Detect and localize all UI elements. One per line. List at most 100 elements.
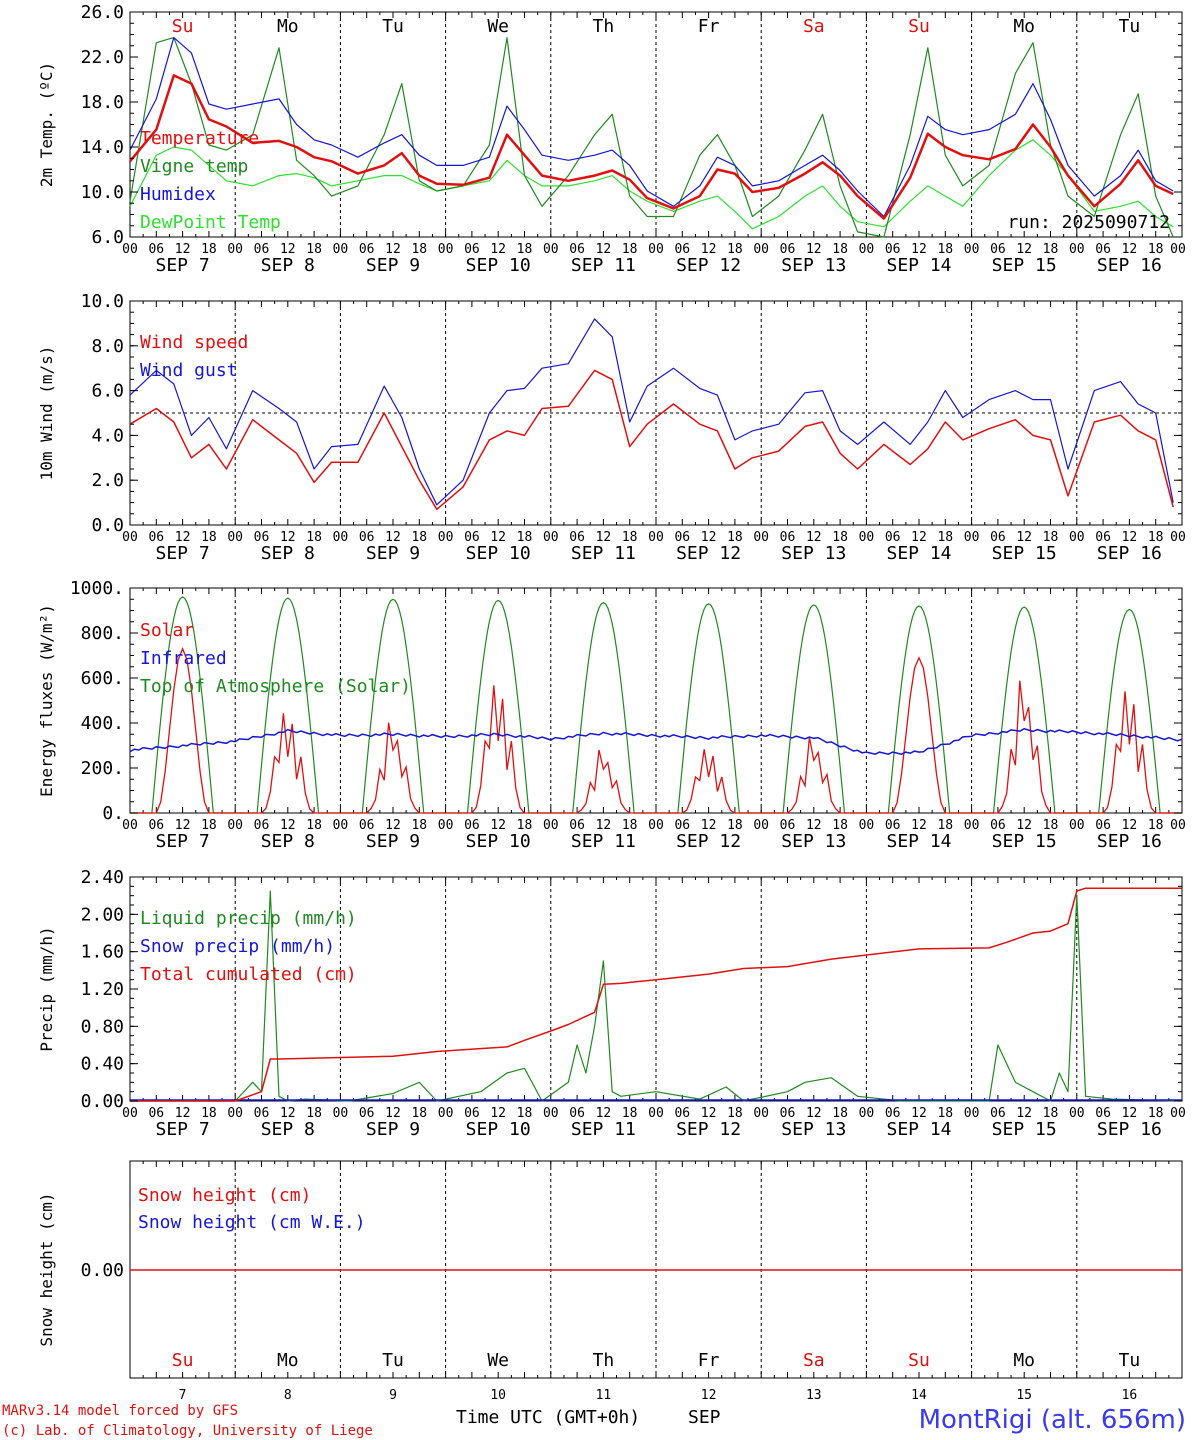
precip-hour-label: 12 bbox=[806, 1106, 822, 1121]
energy-hour-label: 00 bbox=[227, 818, 243, 833]
precip-hour-label: 18 bbox=[832, 1106, 848, 1121]
wind-hour-label: 06 bbox=[464, 530, 480, 545]
precip-date-label: SEP 9 bbox=[366, 1119, 420, 1140]
wind-hour-label: 00 bbox=[859, 530, 875, 545]
temp-y-tick-label: 14.0 bbox=[81, 137, 124, 158]
temp-hour-label: 06 bbox=[990, 242, 1006, 257]
snow-y-axis-title: Snow height (cm) bbox=[37, 1192, 56, 1346]
run-label: run: 2025090712 bbox=[1007, 212, 1170, 233]
energy-hour-label: 18 bbox=[201, 818, 217, 833]
energy-hour-label: 18 bbox=[306, 818, 322, 833]
wind-y-tick-label: 0.0 bbox=[91, 515, 124, 536]
temp-hour-label: 12 bbox=[806, 242, 822, 257]
energy-hour-label: 18 bbox=[1043, 818, 1059, 833]
wind-y-tick-label: 6.0 bbox=[91, 381, 124, 402]
wind-hour-label: 12 bbox=[490, 530, 506, 545]
energy-hour-label: 06 bbox=[148, 818, 164, 833]
temp-date-label: SEP 16 bbox=[1097, 255, 1162, 276]
snow-dow-label: Fr bbox=[698, 1350, 720, 1371]
energy-legend-0: Solar bbox=[140, 620, 194, 641]
wind-hour-label: 00 bbox=[333, 530, 349, 545]
energy-hour-label: 00 bbox=[964, 818, 980, 833]
precip-date-label: SEP 14 bbox=[886, 1119, 951, 1140]
energy-hour-label: 00 bbox=[753, 818, 769, 833]
precip-y-tick-label: 0.80 bbox=[81, 1016, 124, 1037]
snow-dow-label: Su bbox=[172, 1350, 194, 1371]
snow-dow-label: We bbox=[487, 1350, 509, 1371]
precip-date-label: SEP 7 bbox=[156, 1119, 210, 1140]
precip-hour-label: 18 bbox=[622, 1106, 638, 1121]
precip-hour-label: 12 bbox=[911, 1106, 927, 1121]
precip-hour-label: 12 bbox=[490, 1106, 506, 1121]
temp-date-label: SEP 11 bbox=[571, 255, 636, 276]
energy-legend-2: Top of Atmosphere (Solar) bbox=[140, 676, 411, 697]
precip-date-label: SEP 16 bbox=[1097, 1119, 1162, 1140]
temp-hour-label: 06 bbox=[569, 242, 585, 257]
temp-hour-label: 12 bbox=[1016, 242, 1032, 257]
snow-day-number: 12 bbox=[701, 1388, 717, 1403]
precip-y-tick-label: 2.40 bbox=[81, 867, 124, 888]
energy-y-tick-label: 1000. bbox=[70, 578, 124, 599]
snow-dow-label: Mo bbox=[277, 1350, 299, 1371]
energy-hour-label: 00 bbox=[648, 818, 664, 833]
temp-dow-label: Tu bbox=[1119, 16, 1141, 37]
wind-date-label: SEP 8 bbox=[261, 543, 315, 564]
precip-hour-label: 06 bbox=[254, 1106, 270, 1121]
snow-day-number: 13 bbox=[806, 1388, 822, 1403]
energy-hour-label: 00 bbox=[543, 818, 559, 833]
precip-hour-label: 06 bbox=[1095, 1106, 1111, 1121]
precip-hour-label: 18 bbox=[1148, 1106, 1164, 1121]
legend-snow-height: Snow height (cm) bbox=[138, 1185, 311, 1206]
temp-hour-label: 00 bbox=[1069, 242, 1085, 257]
precip-hour-label: 00 bbox=[753, 1106, 769, 1121]
precip-hour-label: 00 bbox=[122, 1106, 138, 1121]
legend-snow-height-we: Snow height (cm W.E.) bbox=[138, 1212, 366, 1233]
energy-date-label: SEP 14 bbox=[886, 831, 951, 852]
wind-legend-1: Wind gust bbox=[140, 360, 238, 381]
precip-date-label: SEP 12 bbox=[676, 1119, 741, 1140]
precip-hour-label: 00 bbox=[333, 1106, 349, 1121]
snow-day-number: 15 bbox=[1016, 1388, 1032, 1403]
temp-date-label: SEP 13 bbox=[781, 255, 846, 276]
wind-hour-label: 18 bbox=[1043, 530, 1059, 545]
temp-dow-label: Mo bbox=[277, 16, 299, 37]
precip-hour-label: 00 bbox=[438, 1106, 454, 1121]
wind-date-label: SEP 12 bbox=[676, 543, 741, 564]
temp-dow-label: Su bbox=[172, 16, 194, 37]
wind-y-tick-label: 8.0 bbox=[91, 336, 124, 357]
precip-hour-label: 12 bbox=[280, 1106, 296, 1121]
energy-infrared-series bbox=[129, 727, 1183, 755]
temp-hour-label: 18 bbox=[411, 242, 427, 257]
wind-hour-label: 12 bbox=[806, 530, 822, 545]
precip-hour-label: 18 bbox=[517, 1106, 533, 1121]
wind-hour-label: 12 bbox=[1122, 530, 1138, 545]
wind-hour-label: 18 bbox=[832, 530, 848, 545]
wind-hour-label: 06 bbox=[1095, 530, 1111, 545]
wind-hour-label: 18 bbox=[727, 530, 743, 545]
wind-hour-label: 06 bbox=[674, 530, 690, 545]
wind-legend-0: Wind speed bbox=[140, 332, 248, 353]
wind-hour-label: 06 bbox=[990, 530, 1006, 545]
temp-hour-label: 18 bbox=[1148, 242, 1164, 257]
wind-hour-label: 06 bbox=[359, 530, 375, 545]
energy-date-label: SEP 12 bbox=[676, 831, 741, 852]
footer-xlabel: Time UTC (GMT+0h) bbox=[456, 1407, 640, 1428]
temp-hour-label: 06 bbox=[780, 242, 796, 257]
temp-date-label: SEP 7 bbox=[156, 255, 210, 276]
wind-hour-label: 18 bbox=[1148, 530, 1164, 545]
wind-hour-label: 06 bbox=[254, 530, 270, 545]
precip-date-label: SEP 10 bbox=[466, 1119, 531, 1140]
wind-hour-label: 00 bbox=[753, 530, 769, 545]
energy-y-tick-label: 800. bbox=[81, 623, 124, 644]
wind-hour-label: 12 bbox=[911, 530, 927, 545]
energy-date-label: SEP 7 bbox=[156, 831, 210, 852]
energy-hour-label: 00 bbox=[1170, 818, 1186, 833]
temp-y-tick-label: 6.0 bbox=[91, 227, 124, 248]
energy-date-label: SEP 11 bbox=[571, 831, 636, 852]
energy-hour-label: 06 bbox=[885, 818, 901, 833]
wind-hour-label: 18 bbox=[622, 530, 638, 545]
temp-hour-label: 00 bbox=[122, 242, 138, 257]
temp-hour-label: 18 bbox=[727, 242, 743, 257]
precip-hour-label: 00 bbox=[859, 1106, 875, 1121]
precip-hour-label: 00 bbox=[1170, 1106, 1186, 1121]
